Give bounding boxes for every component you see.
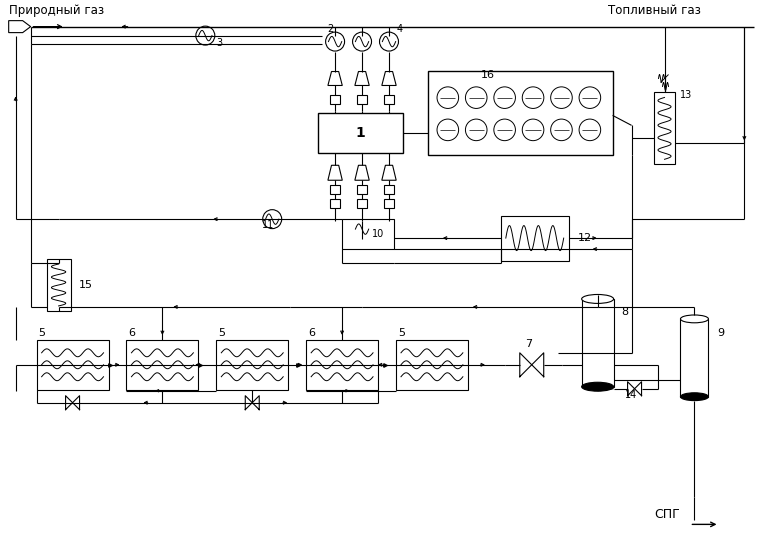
Bar xyxy=(385,185,394,194)
Bar xyxy=(357,96,367,105)
Bar xyxy=(37,340,108,390)
Text: СПГ: СПГ xyxy=(654,508,680,521)
Text: 6: 6 xyxy=(129,328,136,338)
Text: 10: 10 xyxy=(372,229,385,239)
Text: 9: 9 xyxy=(718,328,725,338)
Bar xyxy=(428,71,612,155)
Text: 8: 8 xyxy=(622,307,629,317)
Text: Природный газ: Природный газ xyxy=(9,4,104,17)
Text: 15: 15 xyxy=(79,280,93,290)
Circle shape xyxy=(523,119,544,140)
Bar xyxy=(331,185,340,194)
Bar xyxy=(385,96,394,105)
Text: 3: 3 xyxy=(216,38,222,48)
Bar xyxy=(342,219,394,249)
Ellipse shape xyxy=(582,295,614,304)
Text: 7: 7 xyxy=(525,339,532,349)
Bar xyxy=(216,340,288,390)
Text: 11: 11 xyxy=(262,220,275,230)
Circle shape xyxy=(466,87,487,108)
Circle shape xyxy=(466,119,487,140)
Bar xyxy=(47,259,70,311)
Text: 12: 12 xyxy=(578,233,592,243)
Circle shape xyxy=(437,87,459,108)
Bar xyxy=(318,113,403,153)
Polygon shape xyxy=(355,71,369,86)
Text: Топливный газ: Топливный газ xyxy=(608,4,700,17)
Text: 5: 5 xyxy=(398,328,405,338)
Text: 5: 5 xyxy=(218,328,225,338)
Bar xyxy=(306,340,378,390)
Polygon shape xyxy=(382,71,396,86)
Text: 16: 16 xyxy=(480,70,495,81)
Polygon shape xyxy=(355,165,369,180)
Text: 4: 4 xyxy=(397,24,403,34)
Bar xyxy=(582,299,614,387)
Circle shape xyxy=(551,119,573,140)
Circle shape xyxy=(579,119,601,140)
Ellipse shape xyxy=(582,382,614,391)
Text: 2: 2 xyxy=(327,24,333,34)
Text: 5: 5 xyxy=(39,328,45,338)
Polygon shape xyxy=(382,165,396,180)
Bar xyxy=(331,199,340,208)
Bar xyxy=(680,319,708,397)
Bar xyxy=(501,216,569,260)
Circle shape xyxy=(551,87,573,108)
Polygon shape xyxy=(328,71,342,86)
Ellipse shape xyxy=(680,393,708,400)
Text: 13: 13 xyxy=(679,91,692,101)
Bar xyxy=(357,185,367,194)
Circle shape xyxy=(523,87,544,108)
Circle shape xyxy=(579,87,601,108)
Polygon shape xyxy=(328,165,342,180)
Bar xyxy=(385,199,394,208)
Bar xyxy=(331,96,340,105)
Text: 6: 6 xyxy=(308,328,315,338)
Ellipse shape xyxy=(680,315,708,323)
Bar xyxy=(126,340,198,390)
Bar xyxy=(357,199,367,208)
Bar xyxy=(396,340,468,390)
Text: 1: 1 xyxy=(355,126,365,140)
Circle shape xyxy=(437,119,459,140)
Circle shape xyxy=(494,119,516,140)
Bar xyxy=(654,92,675,164)
Polygon shape xyxy=(9,20,30,33)
Text: 14: 14 xyxy=(625,390,636,400)
Circle shape xyxy=(494,87,516,108)
